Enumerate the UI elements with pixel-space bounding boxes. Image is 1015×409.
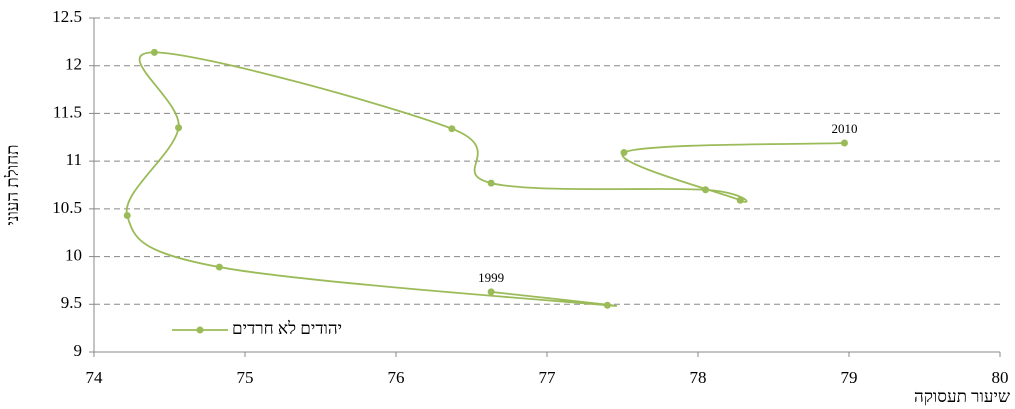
y-axis-label: תחולת העוני bbox=[3, 144, 22, 225]
data-point bbox=[840, 139, 848, 147]
y-tick-label: 11 bbox=[66, 150, 82, 169]
data-point bbox=[175, 124, 183, 132]
y-tick-label: 10 bbox=[65, 245, 82, 264]
y-tick-label: 9 bbox=[74, 341, 83, 360]
y-tick-label: 11.5 bbox=[53, 102, 82, 121]
y-tick-label: 12 bbox=[65, 55, 82, 74]
x-tick-label: 79 bbox=[841, 368, 858, 387]
data-point bbox=[215, 263, 223, 271]
y-tick-label: 10.5 bbox=[52, 198, 82, 217]
data-point bbox=[448, 125, 456, 133]
x-tick-label: 76 bbox=[388, 368, 405, 387]
y-tick-label: 12.5 bbox=[52, 7, 82, 26]
data-point bbox=[150, 48, 158, 56]
data-point bbox=[123, 212, 131, 220]
data-point bbox=[487, 288, 495, 296]
x-tick-label: 78 bbox=[690, 368, 707, 387]
x-tick-label: 75 bbox=[237, 368, 254, 387]
x-tick-label: 77 bbox=[539, 368, 557, 387]
data-point bbox=[620, 149, 628, 157]
x-tick-label: 80 bbox=[992, 368, 1009, 387]
data-point bbox=[736, 196, 744, 204]
x-axis-label: שיעור תעסוקה bbox=[914, 387, 1010, 406]
data-point bbox=[603, 301, 611, 309]
legend-label: יהודים לא חרדים bbox=[232, 319, 342, 338]
point-label: 2010 bbox=[831, 121, 857, 136]
series-line bbox=[125, 51, 845, 307]
data-point bbox=[487, 179, 495, 187]
point-label: 1999 bbox=[478, 270, 504, 285]
x-tick-label: 74 bbox=[86, 368, 104, 387]
data-point bbox=[702, 186, 710, 194]
y-tick-label: 9.5 bbox=[61, 293, 82, 312]
legend-marker bbox=[196, 326, 204, 334]
